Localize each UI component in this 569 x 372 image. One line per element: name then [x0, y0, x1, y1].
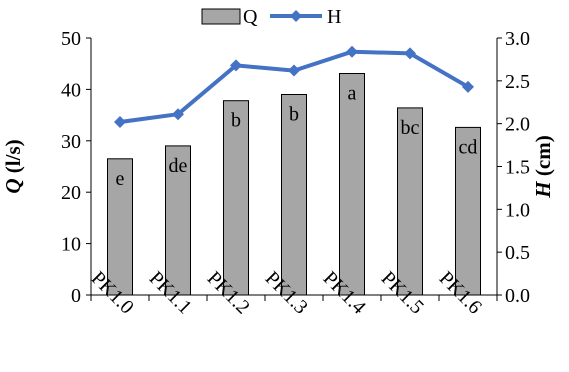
right-tick-label: 2.5	[505, 71, 530, 93]
bar-letter-label: bc	[401, 117, 420, 139]
bar-pk1-1	[165, 145, 191, 296]
legend-label-h: H	[327, 6, 341, 28]
right-tick-label: 0.5	[505, 242, 530, 264]
h-point-pk1-1	[172, 108, 184, 121]
bar-letter-label: a	[348, 83, 357, 105]
bar-pk1-3	[281, 94, 307, 296]
right-tick-label: 3.0	[505, 28, 530, 50]
left-tick-label: 20	[61, 182, 81, 204]
h-point-pk1-6	[462, 80, 474, 93]
bar-pk1-4	[339, 73, 365, 296]
left-tick-label: 30	[61, 131, 81, 153]
right-tick-label: 2.0	[505, 114, 530, 136]
legend-label-q: Q	[243, 6, 258, 28]
bar-pk1-0	[107, 158, 133, 296]
h-point-pk1-3	[288, 64, 300, 77]
right-axis-title-part: (cm)	[531, 135, 555, 181]
left-tick-label: 40	[61, 79, 81, 101]
right-axis-title-part: H	[531, 181, 555, 199]
bar-letter-label: e	[116, 168, 125, 190]
left-tick-label: 0	[71, 285, 81, 307]
right-tick-label: 0.0	[505, 285, 530, 307]
legend-diamond-marker	[290, 10, 302, 22]
h-point-pk1-4	[346, 45, 358, 58]
legend-bar-swatch	[201, 8, 241, 25]
left-tick-label: 50	[61, 28, 81, 50]
bar-letter-label: b	[289, 104, 299, 126]
bar-letter-label: de	[169, 155, 188, 177]
right-tick-label: 1.5	[505, 157, 530, 179]
right-tick-label: 1.0	[505, 199, 530, 221]
h-point-pk1-2	[230, 59, 242, 72]
left-axis-title-part: (l/s)	[1, 139, 25, 178]
left-tick-label: 10	[61, 234, 81, 256]
left-axis-title: Q (l/s)	[1, 139, 25, 193]
bar-pk1-6	[455, 126, 481, 296]
left-axis-title-part: Q	[1, 178, 25, 193]
bar-letter-label: cd	[459, 136, 478, 158]
h-point-pk1-5	[404, 47, 416, 60]
bar-letter-label: b	[231, 110, 241, 132]
h-point-pk1-0	[114, 115, 126, 128]
right-axis-title: H (cm)	[531, 135, 555, 198]
